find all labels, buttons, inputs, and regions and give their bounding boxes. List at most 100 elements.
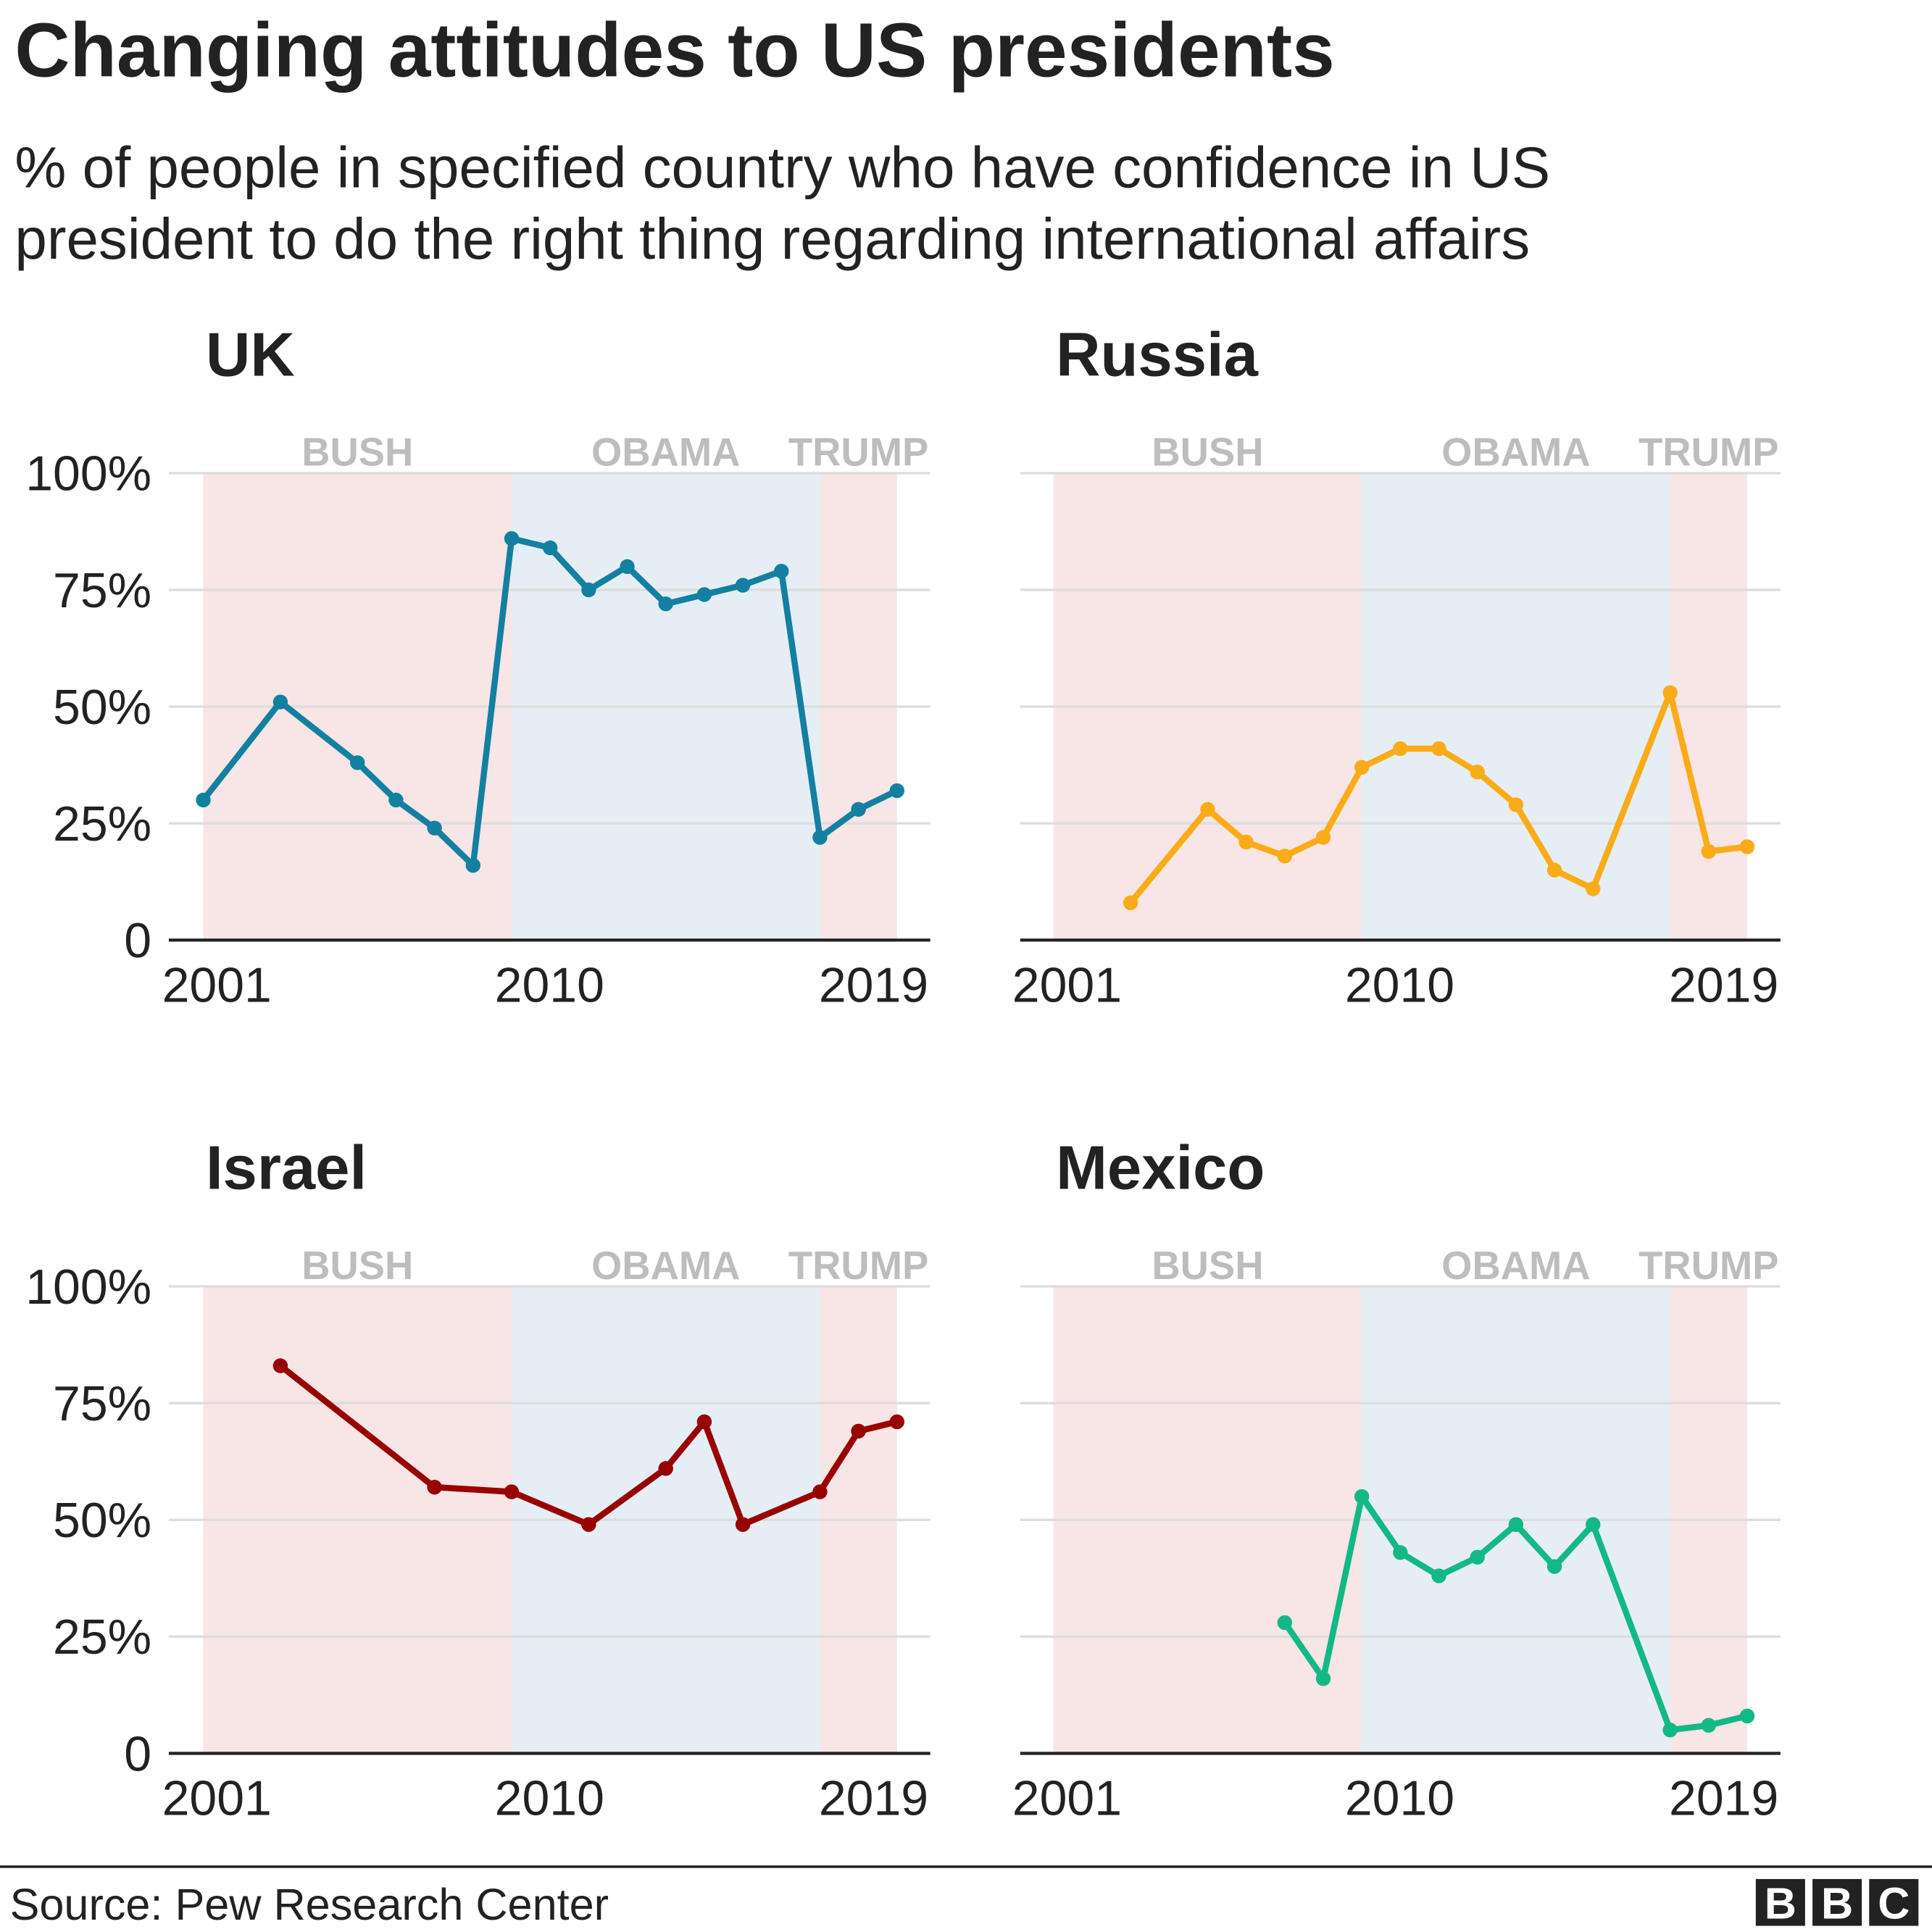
panel-russia: Russia BUSH OBAMA TRUMP 2001 2010 2019: [1012, 321, 1781, 1012]
x-tick-label: 2001: [1012, 957, 1122, 1012]
panel-israel: Israel BUSH OBAMA TRUMP 0 25% 50% 75% 100% 2001 20…: [25, 1134, 930, 1825]
panel-title: Mexico: [1056, 1134, 1265, 1203]
data-point: [1315, 830, 1331, 845]
data-point: [1701, 1717, 1716, 1733]
data-point: [1470, 765, 1485, 780]
x-tick-label: 2019: [1669, 957, 1778, 1012]
era-label-obama: OBAMA: [591, 1244, 740, 1288]
y-tick-label: 100%: [25, 1259, 151, 1315]
source-note: Source: Pew Research Center: [10, 1880, 609, 1929]
y-tick-label: 50%: [53, 1493, 151, 1548]
data-point: [581, 1517, 596, 1532]
data-point: [1431, 741, 1446, 757]
data-point: [889, 783, 904, 799]
data-point: [504, 530, 520, 546]
y-tick-label: 100%: [25, 446, 151, 501]
data-point: [1508, 1517, 1524, 1532]
data-point: [1354, 759, 1370, 775]
era-label-obama: OBAMA: [1441, 430, 1590, 475]
x-tick-label: 2010: [1345, 957, 1454, 1012]
bbc-logo-block: [1812, 1878, 1862, 1926]
era-label-trump: TRUMP: [1639, 430, 1778, 475]
data-point: [465, 857, 481, 873]
panel-title: Israel: [206, 1134, 367, 1203]
bbc-logo-block: [1755, 1878, 1805, 1926]
panel-title: UK: [206, 321, 295, 390]
era-label-obama: OBAMA: [591, 430, 740, 475]
data-point: [889, 1414, 904, 1430]
data-point: [196, 792, 211, 808]
era-label-bush: BUSH: [301, 1244, 413, 1288]
data-point: [1277, 849, 1293, 864]
y-tick-label: 25%: [53, 1610, 151, 1665]
bbc-logo-letter: B: [1765, 1878, 1796, 1928]
y-tick-label: 75%: [53, 563, 151, 618]
data-point: [1238, 834, 1254, 850]
bbc-logo-letter: C: [1878, 1878, 1910, 1928]
data-point: [581, 582, 596, 598]
data-point: [1470, 1549, 1485, 1565]
data-point: [542, 540, 558, 556]
data-point: [1546, 1559, 1562, 1574]
series-line: [278, 1363, 898, 1528]
data-point: [812, 830, 828, 845]
data-point: [350, 755, 365, 770]
data-point: [696, 587, 712, 602]
era-label-bush: BUSH: [1152, 1244, 1263, 1288]
data-point: [427, 820, 442, 836]
y-tick-label: 0: [124, 913, 151, 968]
data-point: [851, 801, 866, 817]
data-point: [774, 564, 789, 579]
y-tick-label: 0: [124, 1726, 151, 1781]
era-label-trump: TRUMP: [788, 1244, 928, 1288]
x-tick-label: 2001: [1012, 1770, 1122, 1825]
data-point: [620, 559, 635, 574]
era-label-trump: TRUMP: [1639, 1244, 1778, 1288]
data-point: [1701, 844, 1716, 859]
data-point: [1354, 1488, 1370, 1504]
y-tick-label: 50%: [53, 680, 151, 735]
data-point: [427, 1479, 442, 1495]
x-tick-label: 2001: [162, 1770, 272, 1825]
era-label-bush: BUSH: [1152, 430, 1263, 475]
data-point: [272, 1358, 288, 1373]
x-tick-label: 2019: [819, 957, 928, 1012]
chart-title: Changing attitudes to US presidents: [14, 8, 1334, 93]
data-point: [1277, 1615, 1293, 1631]
data-point: [1431, 1568, 1446, 1583]
data-point: [1586, 1517, 1601, 1532]
data-point: [1739, 839, 1755, 854]
data-point: [504, 1484, 520, 1499]
data-point: [272, 694, 288, 709]
data-point: [1123, 895, 1138, 910]
data-point: [1393, 741, 1408, 757]
bbc-logo-letter: B: [1821, 1878, 1853, 1928]
data-point: [658, 1461, 673, 1476]
era-label-obama: OBAMA: [1441, 1244, 1590, 1288]
x-tick-label: 2010: [1345, 1770, 1454, 1825]
x-tick-label: 2010: [495, 957, 604, 1012]
data-point: [1200, 801, 1215, 817]
data-point: [696, 1414, 712, 1430]
data-point: [1546, 862, 1562, 878]
data-point: [1662, 1723, 1678, 1738]
data-point: [1739, 1708, 1755, 1724]
y-tick-label: 75%: [53, 1376, 151, 1431]
x-tick-label: 2019: [1669, 1770, 1778, 1825]
data-point: [812, 1484, 828, 1499]
era-label-bush: BUSH: [301, 430, 413, 475]
x-tick-label: 2019: [819, 1770, 928, 1825]
data-point: [1315, 1671, 1331, 1686]
data-point: [1508, 797, 1524, 812]
x-tick-label: 2010: [495, 1770, 604, 1825]
data-point: [735, 1517, 751, 1532]
bbc-logo-block: [1869, 1878, 1919, 1926]
y-tick-label: 25%: [53, 796, 151, 852]
data-point: [388, 792, 404, 808]
data-point: [735, 578, 751, 593]
data-point: [1393, 1545, 1408, 1560]
data-point: [1586, 881, 1601, 896]
